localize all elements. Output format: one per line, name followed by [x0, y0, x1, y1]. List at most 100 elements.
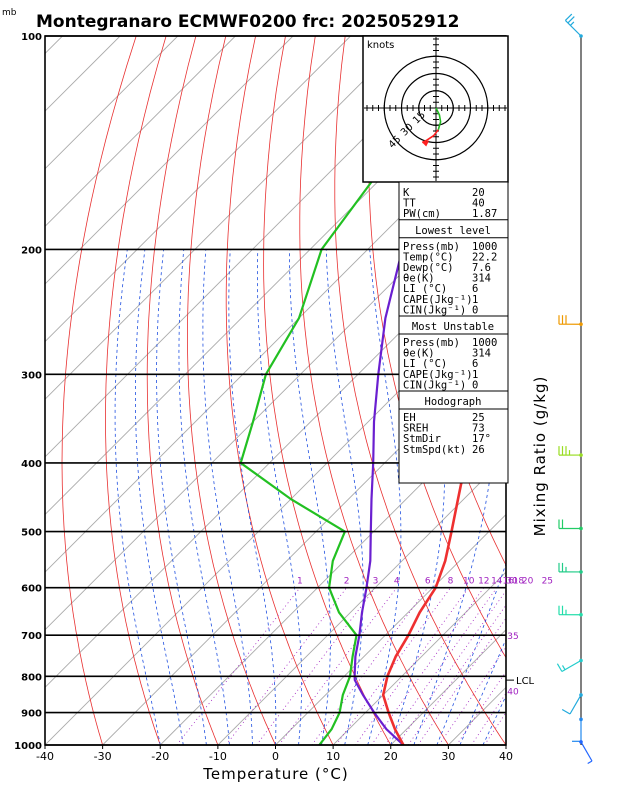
mixing-ratio-label: 10	[463, 577, 475, 587]
moist-adiabat-line	[178, 249, 230, 745]
isotherm-line	[505, 744, 506, 745]
hodograph-ring	[383, 55, 489, 161]
index-value: 1000	[472, 241, 497, 253]
index-section-title: Most Unstable	[412, 321, 494, 333]
index-label: PW(cm)	[403, 208, 441, 220]
dry-adiabat-line	[614, 36, 618, 745]
moist-adiabat-line	[482, 694, 506, 745]
x-tick-label: 20	[384, 750, 398, 763]
x-tick-label: 40	[499, 750, 513, 763]
x-tick-label: 0	[272, 750, 279, 763]
mixing-ratio-line	[456, 671, 506, 745]
dry-adiabat-line	[225, 36, 334, 745]
index-value: 6	[472, 283, 478, 295]
wind-barb-feather	[561, 708, 571, 715]
moist-adiabat-line	[459, 638, 506, 745]
isotherm-line	[159, 398, 506, 745]
mixing-ratio-line	[354, 587, 470, 745]
wind-barb-column	[556, 13, 593, 765]
wind-barb-staff	[580, 741, 593, 762]
wind-barb	[561, 693, 583, 715]
dry-adiabat-line	[554, 36, 618, 745]
hodograph-unit: knots	[367, 40, 394, 51]
skewt-background-lines	[45, 36, 618, 745]
x-tick-label: -20	[151, 750, 169, 763]
isotherm-line	[45, 36, 351, 343]
mixing-ratio-label: 20	[522, 577, 534, 587]
index-label: StmSpd(kt)	[403, 444, 466, 456]
pressure-tick-label: 700	[21, 631, 42, 642]
mixing-ratio-line	[311, 587, 429, 745]
index-value: 0	[472, 379, 478, 391]
lcl-label: LCL	[516, 676, 535, 687]
parcel-profile-line	[353, 36, 473, 745]
index-value: 73	[472, 423, 485, 435]
pressure-tick-label: 600	[21, 584, 42, 595]
index-label: EH	[403, 412, 416, 424]
index-label: CAPE(Jkg⁻¹)	[403, 294, 473, 306]
index-value: 1.87	[472, 208, 497, 220]
index-box-frame	[398, 181, 509, 484]
wind-barb	[558, 315, 583, 327]
index-value: 20	[472, 187, 485, 199]
moist-adiabat-line	[367, 249, 402, 745]
index-label: θe(K)	[403, 348, 435, 360]
pressure-tick-label: 200	[21, 245, 42, 256]
index-label: Press(mb)	[403, 241, 460, 253]
dry-adiabat-line	[368, 36, 506, 659]
index-value: 17°	[472, 433, 491, 445]
index-label: Temp(°C)	[403, 251, 454, 263]
index-label: K	[403, 187, 410, 199]
index-value: 22.2	[472, 251, 497, 263]
pressure-tick-label: 100	[21, 32, 42, 43]
wind-barb	[556, 658, 583, 673]
wind-barb-feather	[567, 16, 575, 24]
index-label: Dewp(°C)	[403, 262, 454, 274]
index-value: 7.6	[472, 262, 491, 274]
x-tick-label: -30	[94, 750, 112, 763]
x-tick-label: -10	[209, 750, 227, 763]
moist-adiabat-line	[325, 249, 364, 745]
index-label: SREH	[403, 423, 428, 435]
moist-adiabat-line	[156, 249, 207, 745]
hodograph-trace-lower	[435, 107, 442, 131]
mixing-ratio-label: 18	[513, 577, 525, 587]
wind-barb-staff	[561, 659, 582, 673]
wind-barb	[558, 562, 583, 574]
mixing-ratio-label: 2	[344, 577, 350, 587]
index-label: CIN(Jkg⁻¹)	[403, 304, 466, 316]
index-value: 1000	[472, 337, 497, 349]
index-value: 314	[472, 273, 491, 285]
mixing-ratio-label: 14	[491, 577, 503, 587]
x-tick-label: -40	[36, 750, 54, 763]
isotherm-line	[45, 36, 294, 285]
mixing-ratio-label: 8	[448, 577, 454, 587]
isotherm-line	[45, 225, 506, 689]
mixing-ratio-line	[396, 590, 506, 745]
mixing-ratio-label: 25	[542, 577, 553, 587]
index-value: 6	[472, 358, 478, 370]
mixing-ratio-label: 1	[297, 577, 303, 587]
x-axis-label: Temperature (°C)	[202, 765, 348, 783]
index-label: CAPE(Jkg⁻¹)	[403, 369, 473, 381]
wind-barb	[558, 605, 583, 617]
moist-adiabat-line	[135, 249, 184, 745]
dry-adiabat-line	[186, 36, 276, 745]
dry-adiabat-line	[146, 36, 219, 745]
mixing-ratio-line	[225, 587, 347, 745]
index-section-title: Hodograph	[425, 396, 482, 408]
dry-adiabat-line	[61, 36, 137, 745]
x-tick-label: 30	[441, 750, 455, 763]
wind-barb	[572, 717, 583, 742]
wind-barb	[558, 519, 583, 531]
dewpoint-profile-line	[239, 36, 479, 745]
index-label: StmDir	[403, 433, 441, 445]
wind-barb	[558, 446, 583, 457]
isotherm-line	[45, 36, 467, 458]
isotherm-line	[217, 456, 506, 745]
mixing-ratio-label: 40	[507, 687, 519, 697]
